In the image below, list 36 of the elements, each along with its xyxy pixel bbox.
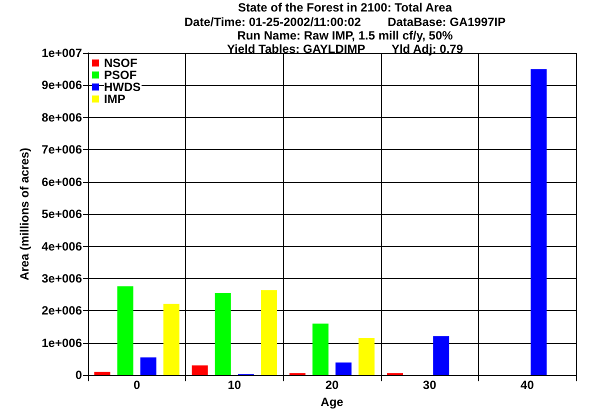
bar — [140, 357, 156, 376]
legend-label: PSOF — [104, 68, 137, 82]
bar — [358, 338, 375, 376]
x-tick-label: 40 — [520, 378, 534, 392]
legend-label: IMP — [104, 92, 126, 106]
bar — [260, 290, 277, 376]
legend-label: HWDS — [104, 80, 141, 94]
y-tick-label: 9e+006 — [42, 78, 82, 92]
bar — [117, 286, 134, 376]
y-tick-label: 1e+006 — [42, 336, 82, 350]
x-tick-label: 0 — [133, 378, 140, 392]
bar — [163, 304, 180, 376]
legend-label: NSOF — [104, 56, 138, 70]
chart-title: State of the Forest in 2100: Total Area — [238, 0, 452, 14]
bar — [530, 69, 547, 376]
chart-subtitle: Date/Time: 01-25-2002/11:00:02 DataBase: GA1997IP Run Name: Raw IMP, 1.5 mill cf/y, 50% Yield Tables: GAYLDIMP Yld Adj: 0.79 — [184, 14, 506, 56]
y-tick-label: 8e+006 — [42, 110, 82, 124]
y-tick-label: 0 — [75, 368, 82, 382]
y-tick-label: 7e+006 — [42, 142, 82, 157]
x-tick-label: 10 — [228, 378, 242, 392]
bar — [433, 336, 450, 376]
bar — [312, 324, 328, 376]
y-tick-label: 4e+006 — [42, 239, 82, 254]
y-tick-label: 5e+006 — [42, 207, 82, 222]
y-tick-label: 6e+006 — [42, 174, 82, 189]
y-tick-label: 2e+006 — [42, 304, 82, 318]
bar — [94, 372, 110, 376]
bar — [192, 365, 208, 376]
bar — [336, 362, 352, 376]
bar — [214, 292, 231, 376]
y-tick-label: 1e+007 — [42, 46, 82, 60]
x-axis-title: Age — [320, 395, 344, 409]
y-tick-label: 3e+006 — [42, 271, 82, 286]
y-axis-title: Area (millions of acres) — [18, 148, 32, 280]
x-tick-label: 20 — [325, 378, 339, 392]
x-tick-label: 30 — [422, 378, 437, 392]
